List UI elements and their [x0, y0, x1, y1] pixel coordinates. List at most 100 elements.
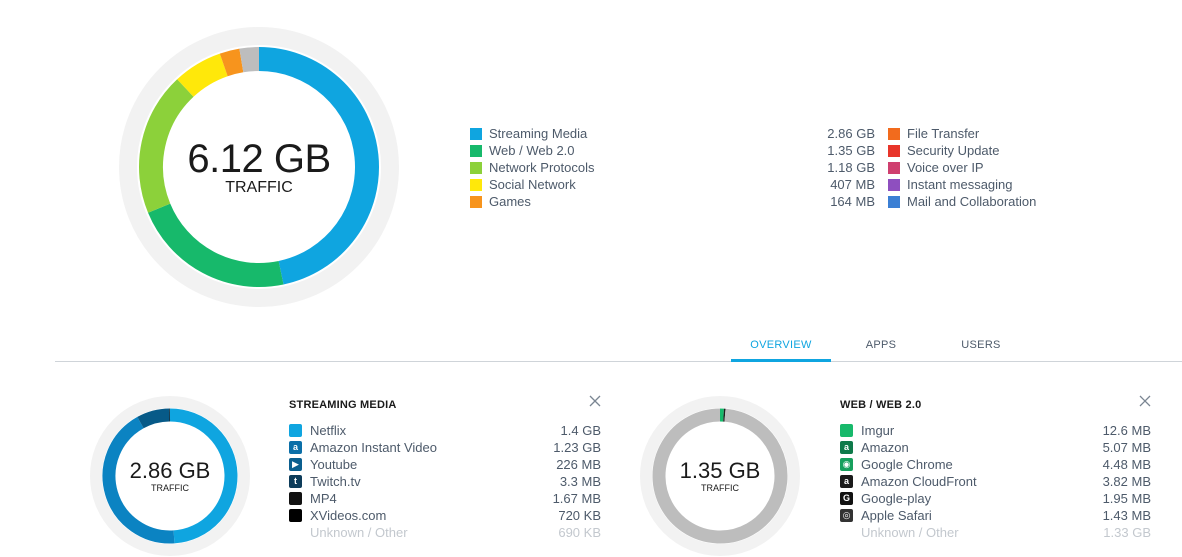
donut-segment[interactable] [169, 408, 238, 544]
app-row[interactable]: a Amazon 5.07 MB [840, 439, 1151, 456]
unknown-other-row[interactable]: Unknown / Other 690 KB [289, 524, 601, 541]
blank-icon [289, 526, 302, 539]
legend-item[interactable]: Web / Web 2.0 1.35 GB [470, 142, 875, 159]
legend-label: Instant messaging [907, 177, 1013, 192]
mp4-icon [289, 492, 302, 505]
app-name: Netflix [310, 423, 347, 438]
app-row[interactable]: G Google-play 1.95 MB [840, 490, 1151, 507]
app-name: Twitch.tv [310, 474, 361, 489]
app-value: 1.67 MB [552, 491, 601, 506]
legend-swatch [470, 195, 482, 208]
app-value: 226 MB [556, 457, 601, 472]
legend-label: Games [489, 194, 531, 209]
streaming-media-app-list: Netflix 1.4 GB a Amazon Instant Video 1.23 G… [289, 422, 601, 541]
app-name: MP4 [310, 491, 337, 506]
close-icon[interactable] [588, 394, 602, 408]
app-row[interactable]: ◉ Google Chrome 4.48 MB [840, 456, 1151, 473]
amazon-icon: a [840, 441, 853, 454]
app-row[interactable]: a Amazon Instant Video 1.23 GB [289, 439, 601, 456]
app-name: Google-play [861, 491, 932, 506]
tab-users[interactable]: USERS [961, 339, 1001, 351]
netflix-icon [289, 424, 302, 437]
app-row[interactable]: Netflix 1.4 GB [289, 422, 601, 439]
app-name: XVideos.com [310, 508, 387, 523]
xvideos-icon [289, 509, 302, 522]
donut-segment[interactable] [102, 416, 175, 544]
legend-item[interactable]: Network Protocols 1.18 GB [470, 159, 875, 176]
app-row[interactable]: ◎ Apple Safari 1.43 MB [840, 507, 1151, 524]
legend-value: 407 MB [830, 177, 875, 192]
app-row[interactable]: XVideos.com 720 KB [289, 507, 601, 524]
safari-icon: ◎ [840, 509, 853, 522]
app-row[interactable]: t Twitch.tv 3.3 MB [289, 473, 601, 490]
app-name: Google Chrome [861, 457, 953, 472]
imgur-icon [840, 424, 853, 437]
donut-segment[interactable] [219, 48, 244, 77]
legend-item[interactable]: File Transfer [888, 125, 1128, 142]
youtube-icon: ▶ [289, 458, 302, 471]
legend-swatch [470, 161, 482, 174]
legend-swatch [470, 127, 482, 140]
legend-swatch [888, 195, 900, 208]
app-value: 720 KB [558, 508, 601, 523]
legend-item[interactable]: Mail and Collaboration [888, 193, 1128, 210]
legend-swatch [470, 144, 482, 157]
blank-icon [840, 526, 853, 539]
app-name: Amazon CloudFront [861, 474, 977, 489]
app-value: 1.95 MB [1102, 491, 1151, 506]
category-legend-right: File Transfer Security Update Voice over I… [888, 125, 1128, 210]
legend-swatch [888, 161, 900, 174]
legend-swatch [888, 178, 900, 191]
legend-item[interactable]: Games 164 MB [470, 193, 875, 210]
tab-apps[interactable]: APPS [865, 339, 897, 351]
legend-item[interactable]: Social Network 407 MB [470, 176, 875, 193]
app-name: Youtube [310, 457, 358, 472]
app-row[interactable]: MP4 1.67 MB [289, 490, 601, 507]
app-value: 1.23 GB [553, 440, 601, 455]
app-value: 690 KB [558, 525, 601, 540]
legend-label: Web / Web 2.0 [489, 143, 575, 158]
web-app-list: Imgur 12.6 MB a Amazon 5.07 MB ◉ Google Chrome… [840, 422, 1151, 541]
app-row[interactable]: Imgur 12.6 MB [840, 422, 1151, 439]
donut-segment[interactable] [139, 79, 194, 213]
donut-segment[interactable] [177, 53, 229, 98]
app-name: Unknown / Other [310, 525, 408, 540]
tabs-divider [55, 361, 1182, 362]
streaming-media-title: STREAMING MEDIA [289, 399, 397, 411]
web-title: WEB / WEB 2.0 [840, 399, 922, 411]
close-icon[interactable] [1138, 394, 1152, 408]
legend-label: Voice over IP [907, 160, 984, 175]
legend-label: File Transfer [907, 126, 980, 141]
legend-label: Mail and Collaboration [907, 194, 1037, 209]
donut-segment[interactable] [258, 47, 379, 285]
donut-segment[interactable] [148, 203, 284, 287]
streaming-media-donut [90, 396, 250, 556]
donut-segment[interactable] [239, 47, 260, 73]
app-value: 1.4 GB [560, 423, 601, 438]
cloudfront-icon: a [840, 475, 853, 488]
tab-overview[interactable]: OVERVIEW [750, 339, 812, 351]
legend-value: 1.18 GB [827, 160, 875, 175]
legend-value: 164 MB [830, 194, 875, 209]
category-legend-left: Streaming Media 2.86 GB Web / Web 2.0 1.35 … [470, 125, 875, 210]
legend-item[interactable]: Instant messaging [888, 176, 1128, 193]
traffic-donut-chart [119, 27, 399, 307]
app-name: Amazon [861, 440, 909, 455]
donut-track [640, 396, 800, 556]
legend-swatch [888, 127, 900, 140]
app-row[interactable]: ▶ Youtube 226 MB [289, 456, 601, 473]
legend-value: 1.35 GB [827, 143, 875, 158]
app-row[interactable]: a Amazon CloudFront 3.82 MB [840, 473, 1151, 490]
legend-item[interactable]: Streaming Media 2.86 GB [470, 125, 875, 142]
donut-track [119, 27, 399, 307]
app-value: 5.07 MB [1102, 440, 1151, 455]
unknown-other-row[interactable]: Unknown / Other 1.33 GB [840, 524, 1151, 541]
google-play-icon: G [840, 492, 853, 505]
legend-item[interactable]: Voice over IP [888, 159, 1128, 176]
donut-segment[interactable] [652, 408, 788, 544]
active-tab-indicator [731, 359, 831, 362]
app-value: 3.82 MB [1102, 474, 1151, 489]
legend-swatch [888, 144, 900, 157]
legend-item[interactable]: Security Update [888, 142, 1128, 159]
donut-segment[interactable] [137, 408, 170, 429]
